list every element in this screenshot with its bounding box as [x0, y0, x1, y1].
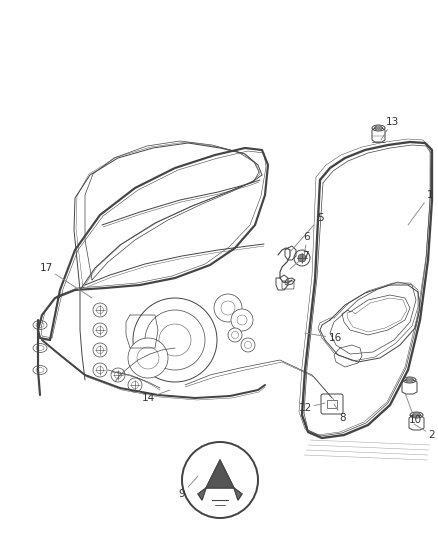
Ellipse shape [374, 126, 382, 130]
Circle shape [214, 294, 242, 322]
Circle shape [128, 378, 142, 392]
Circle shape [232, 332, 239, 338]
Circle shape [96, 306, 103, 313]
Circle shape [114, 372, 121, 378]
Ellipse shape [36, 322, 44, 327]
Circle shape [228, 328, 242, 342]
Circle shape [96, 327, 103, 334]
Circle shape [231, 309, 253, 331]
Ellipse shape [33, 320, 47, 329]
Polygon shape [198, 488, 206, 500]
Text: 8: 8 [334, 404, 346, 423]
Ellipse shape [406, 378, 413, 382]
Circle shape [237, 315, 247, 325]
Text: 16: 16 [305, 333, 342, 343]
Circle shape [145, 310, 205, 370]
FancyBboxPatch shape [282, 281, 294, 289]
Circle shape [294, 250, 310, 266]
Circle shape [111, 368, 125, 382]
Text: 17: 17 [39, 263, 92, 298]
Ellipse shape [372, 125, 385, 131]
Text: 12: 12 [298, 403, 325, 413]
Polygon shape [234, 488, 242, 500]
Ellipse shape [410, 412, 423, 418]
Circle shape [93, 343, 107, 357]
Circle shape [93, 303, 107, 317]
Circle shape [93, 363, 107, 377]
Ellipse shape [36, 367, 44, 373]
Circle shape [159, 324, 191, 356]
Circle shape [182, 442, 258, 518]
Ellipse shape [33, 343, 47, 352]
Text: 5: 5 [290, 213, 323, 252]
Circle shape [241, 338, 255, 352]
Circle shape [133, 298, 217, 382]
Circle shape [298, 254, 306, 262]
Text: 2: 2 [414, 424, 435, 440]
FancyBboxPatch shape [321, 394, 343, 414]
Circle shape [244, 342, 251, 349]
Text: 13: 13 [381, 117, 399, 140]
Text: 1: 1 [408, 190, 433, 225]
Circle shape [221, 301, 235, 315]
Text: 10: 10 [405, 393, 421, 425]
Ellipse shape [33, 366, 47, 375]
Polygon shape [206, 460, 234, 488]
FancyBboxPatch shape [327, 400, 337, 408]
Ellipse shape [413, 413, 420, 417]
Ellipse shape [403, 377, 416, 383]
Circle shape [128, 338, 168, 378]
Circle shape [137, 347, 159, 369]
Circle shape [93, 323, 107, 337]
Circle shape [96, 346, 103, 353]
Circle shape [131, 382, 138, 389]
Text: 14: 14 [141, 390, 170, 403]
Text: 9: 9 [179, 476, 198, 499]
Ellipse shape [36, 345, 44, 351]
Text: 7: 7 [290, 251, 308, 269]
Circle shape [96, 367, 103, 374]
Text: 6: 6 [304, 232, 310, 257]
